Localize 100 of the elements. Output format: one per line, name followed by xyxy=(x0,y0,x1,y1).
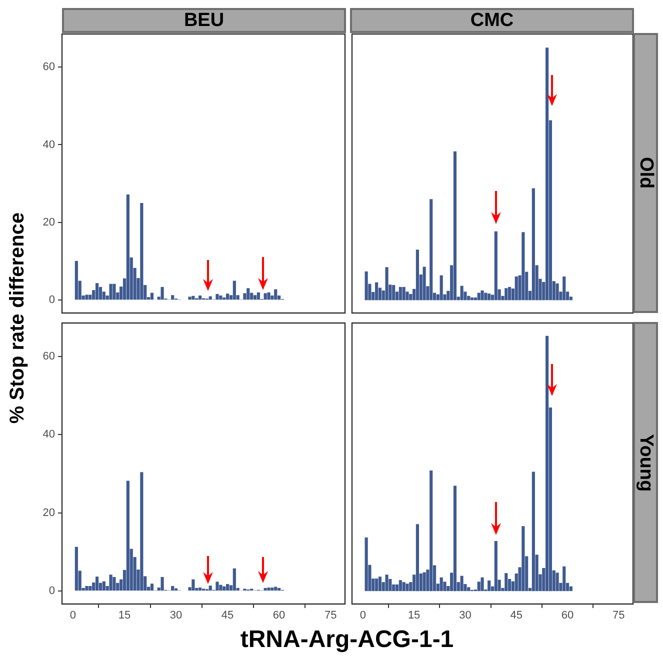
bar xyxy=(398,580,402,592)
bar xyxy=(364,537,368,592)
bar xyxy=(278,588,281,591)
x-axis-title: tRNA-Arg-ACG-1-1 xyxy=(240,626,454,654)
bar xyxy=(569,586,572,592)
chart-title: BEU xyxy=(184,10,224,32)
bar xyxy=(98,286,102,300)
bar xyxy=(556,572,559,592)
bar xyxy=(430,199,433,300)
chart-title: CMC xyxy=(470,10,514,32)
bar xyxy=(480,577,484,592)
bar xyxy=(440,275,443,300)
bar xyxy=(453,151,457,300)
bar xyxy=(264,293,267,300)
bar xyxy=(232,568,236,591)
bar xyxy=(232,280,236,300)
bar xyxy=(508,286,512,300)
bar xyxy=(422,266,426,300)
x-tick-label: 75 xyxy=(324,610,337,622)
bar xyxy=(522,232,525,300)
x-tick-label: 60 xyxy=(561,610,574,622)
bar xyxy=(460,576,464,592)
bar xyxy=(226,294,230,300)
bar xyxy=(95,283,99,300)
y-tick-label: 60 xyxy=(42,350,55,362)
y2-axis-title: Old xyxy=(634,157,656,189)
bar xyxy=(494,231,498,300)
bar xyxy=(216,582,219,591)
bar xyxy=(494,540,498,592)
bar xyxy=(378,576,382,592)
bar xyxy=(364,271,368,300)
bar xyxy=(126,480,130,591)
bar xyxy=(532,188,535,300)
bar xyxy=(467,296,470,300)
y-tick-label: 0 xyxy=(48,585,55,598)
bar xyxy=(453,486,457,592)
bar xyxy=(219,584,222,591)
bar xyxy=(430,470,433,592)
bar xyxy=(246,288,250,300)
bar xyxy=(267,292,270,300)
x-tick-label: 15 xyxy=(408,610,420,622)
bar xyxy=(226,584,230,591)
bar xyxy=(219,296,222,300)
bar xyxy=(198,296,202,300)
bar xyxy=(109,574,112,591)
bar xyxy=(474,297,477,300)
bar xyxy=(256,292,260,300)
bar xyxy=(109,284,112,300)
bar xyxy=(514,276,518,300)
bar xyxy=(477,582,480,592)
bar xyxy=(443,582,446,592)
bar xyxy=(504,288,508,300)
bar xyxy=(392,285,396,300)
bar xyxy=(74,546,78,591)
y-tick-label: 40 xyxy=(42,138,55,151)
bar xyxy=(95,576,99,591)
x-tick-label: 30 xyxy=(459,610,472,622)
bar xyxy=(140,203,144,300)
x-tick-label: 75 xyxy=(612,610,625,622)
bar xyxy=(385,574,388,592)
bar xyxy=(467,587,470,592)
bar xyxy=(416,250,420,300)
x-tick-label: 0 xyxy=(360,610,366,622)
bar xyxy=(267,588,270,591)
bar xyxy=(88,586,92,591)
bar xyxy=(477,292,480,300)
bar xyxy=(216,294,219,300)
bar xyxy=(112,284,116,300)
y-tick-label: 20 xyxy=(42,216,55,228)
bar xyxy=(102,581,106,591)
bar xyxy=(160,286,164,300)
bar xyxy=(274,289,278,300)
bar xyxy=(208,586,212,591)
x-tick-label: 15 xyxy=(118,610,131,622)
bar xyxy=(171,295,174,300)
bar xyxy=(416,524,420,592)
bar xyxy=(192,579,195,591)
bar xyxy=(140,472,144,591)
bar xyxy=(422,572,426,592)
bar xyxy=(388,578,392,592)
bar xyxy=(562,276,566,300)
x-tick-label: 0 xyxy=(70,610,76,622)
bar xyxy=(188,296,192,300)
bar xyxy=(406,584,409,592)
bar xyxy=(270,588,274,591)
bar xyxy=(112,576,116,591)
bar xyxy=(488,294,491,300)
bar xyxy=(532,472,535,592)
bar xyxy=(504,573,508,592)
bar xyxy=(198,588,202,591)
bar xyxy=(85,586,88,591)
y-tick-label: 40 xyxy=(42,428,55,441)
bar xyxy=(85,294,88,300)
bar xyxy=(460,286,464,300)
bar xyxy=(253,295,257,300)
bar xyxy=(375,578,378,592)
y2-axis-title: Young xyxy=(634,434,656,492)
bar xyxy=(150,292,154,300)
bar xyxy=(171,586,174,591)
bar xyxy=(222,586,226,591)
